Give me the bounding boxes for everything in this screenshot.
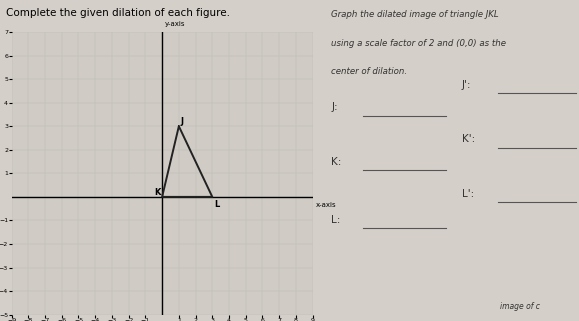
Text: center of dilation.: center of dilation. — [331, 67, 408, 76]
Text: J: J — [181, 117, 184, 126]
Text: image of c: image of c — [500, 302, 540, 311]
Text: L':: L': — [462, 189, 474, 199]
Text: using a scale factor of 2 and (0,0) as the: using a scale factor of 2 and (0,0) as t… — [331, 39, 507, 48]
Text: J':: J': — [462, 80, 471, 90]
Text: Graph the dilated image of triangle JKL: Graph the dilated image of triangle JKL — [331, 10, 499, 19]
Text: J:: J: — [331, 102, 338, 112]
Text: x-axis: x-axis — [316, 202, 336, 208]
Text: K: K — [154, 187, 160, 196]
Text: K:: K: — [331, 157, 342, 167]
Text: L:: L: — [331, 215, 341, 225]
Text: Complete the given dilation of each figure.: Complete the given dilation of each figu… — [6, 8, 230, 18]
Text: K':: K': — [462, 134, 475, 144]
Text: y-axis: y-axis — [164, 22, 185, 27]
Text: L: L — [214, 201, 219, 210]
